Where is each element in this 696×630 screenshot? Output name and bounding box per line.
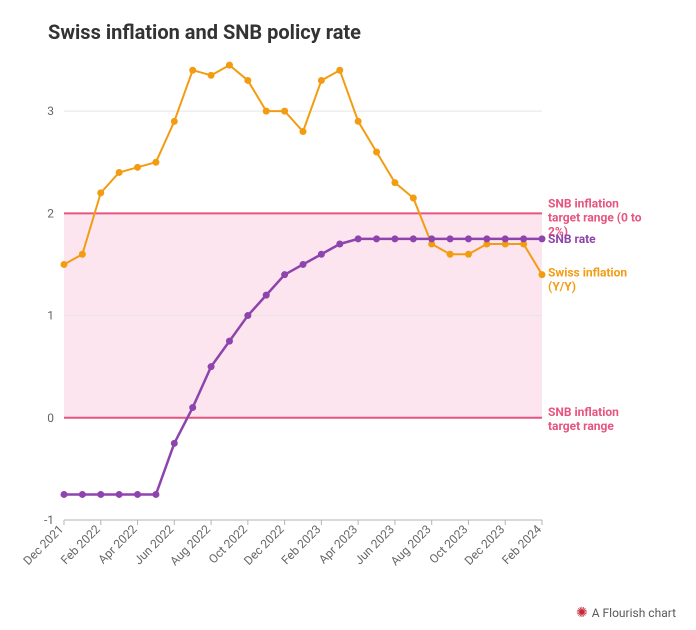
x-tick-label: Feb 2024 (499, 522, 544, 567)
series-marker (116, 169, 123, 176)
series-marker (355, 235, 362, 242)
series-marker (208, 72, 215, 79)
series-label-inflation: Swiss inflation (548, 266, 627, 280)
series-marker (171, 118, 178, 125)
series-marker (502, 235, 509, 242)
y-tick-label: 1 (47, 309, 54, 323)
series-marker (208, 363, 215, 370)
series-marker (79, 491, 86, 498)
series-marker (428, 235, 435, 242)
target-label-bottom: SNB inflation (548, 405, 619, 419)
series-marker (281, 108, 288, 115)
series-marker (483, 235, 490, 242)
series-marker (171, 440, 178, 447)
series-marker (189, 67, 196, 74)
series-marker (373, 149, 380, 156)
x-tick-label: Feb 2022 (58, 522, 103, 567)
series-marker (226, 338, 233, 345)
y-tick-label: 3 (47, 104, 54, 118)
series-marker (391, 179, 398, 186)
series-marker (318, 77, 325, 84)
series-marker (61, 491, 68, 498)
series-marker (465, 235, 472, 242)
chart-container: Swiss inflation and SNB policy rate -101… (0, 0, 696, 630)
series-marker (355, 118, 362, 125)
series-marker (300, 128, 307, 135)
flourish-icon: ✺ (576, 606, 588, 620)
x-tick-label: Dec 2023 (462, 522, 508, 568)
series-marker (336, 67, 343, 74)
series-marker (61, 261, 68, 268)
x-tick-label: Dec 2021 (21, 522, 67, 568)
x-tick-label: Aug 2023 (388, 522, 434, 568)
series-marker (465, 251, 472, 258)
series-label-snb-rate: SNB rate (548, 232, 596, 246)
series-marker (300, 261, 307, 268)
series-marker (152, 159, 159, 166)
y-tick-label: 2 (47, 206, 54, 220)
target-label-top: target range (0 to (548, 210, 642, 224)
chart-svg: -10123Dec 2021Feb 2022Apr 2022Jun 2022Au… (0, 0, 696, 630)
series-marker (410, 235, 417, 242)
series-marker (226, 62, 233, 69)
series-marker (391, 235, 398, 242)
series-label-inflation: (Y/Y) (548, 280, 576, 294)
series-marker (410, 195, 417, 202)
series-marker (336, 241, 343, 248)
series-marker (79, 251, 86, 258)
series-marker (97, 491, 104, 498)
series-marker (152, 491, 159, 498)
x-tick-label: Aug 2022 (167, 522, 213, 568)
series-marker (244, 77, 251, 84)
series-marker (539, 235, 546, 242)
target-label-top: SNB inflation (548, 196, 619, 210)
footer-credit: ✺ A Flourish chart (576, 606, 676, 620)
series-marker (244, 312, 251, 319)
series-marker (447, 251, 454, 258)
series-marker (134, 164, 141, 171)
series-marker (447, 235, 454, 242)
series-marker (189, 404, 196, 411)
series-marker (263, 292, 270, 299)
footer-text: A Flourish chart (592, 606, 676, 620)
series-marker (520, 235, 527, 242)
series-marker (134, 491, 141, 498)
series-marker (116, 491, 123, 498)
x-tick-label: Feb 2023 (279, 522, 324, 567)
series-marker (97, 189, 104, 196)
target-label-bottom: target range (548, 419, 614, 433)
y-tick-label: 0 (47, 411, 54, 425)
x-tick-label: Dec 2022 (241, 522, 287, 568)
series-marker (281, 271, 288, 278)
series-marker (373, 235, 380, 242)
series-marker (539, 271, 546, 278)
series-marker (263, 108, 270, 115)
series-marker (318, 251, 325, 258)
